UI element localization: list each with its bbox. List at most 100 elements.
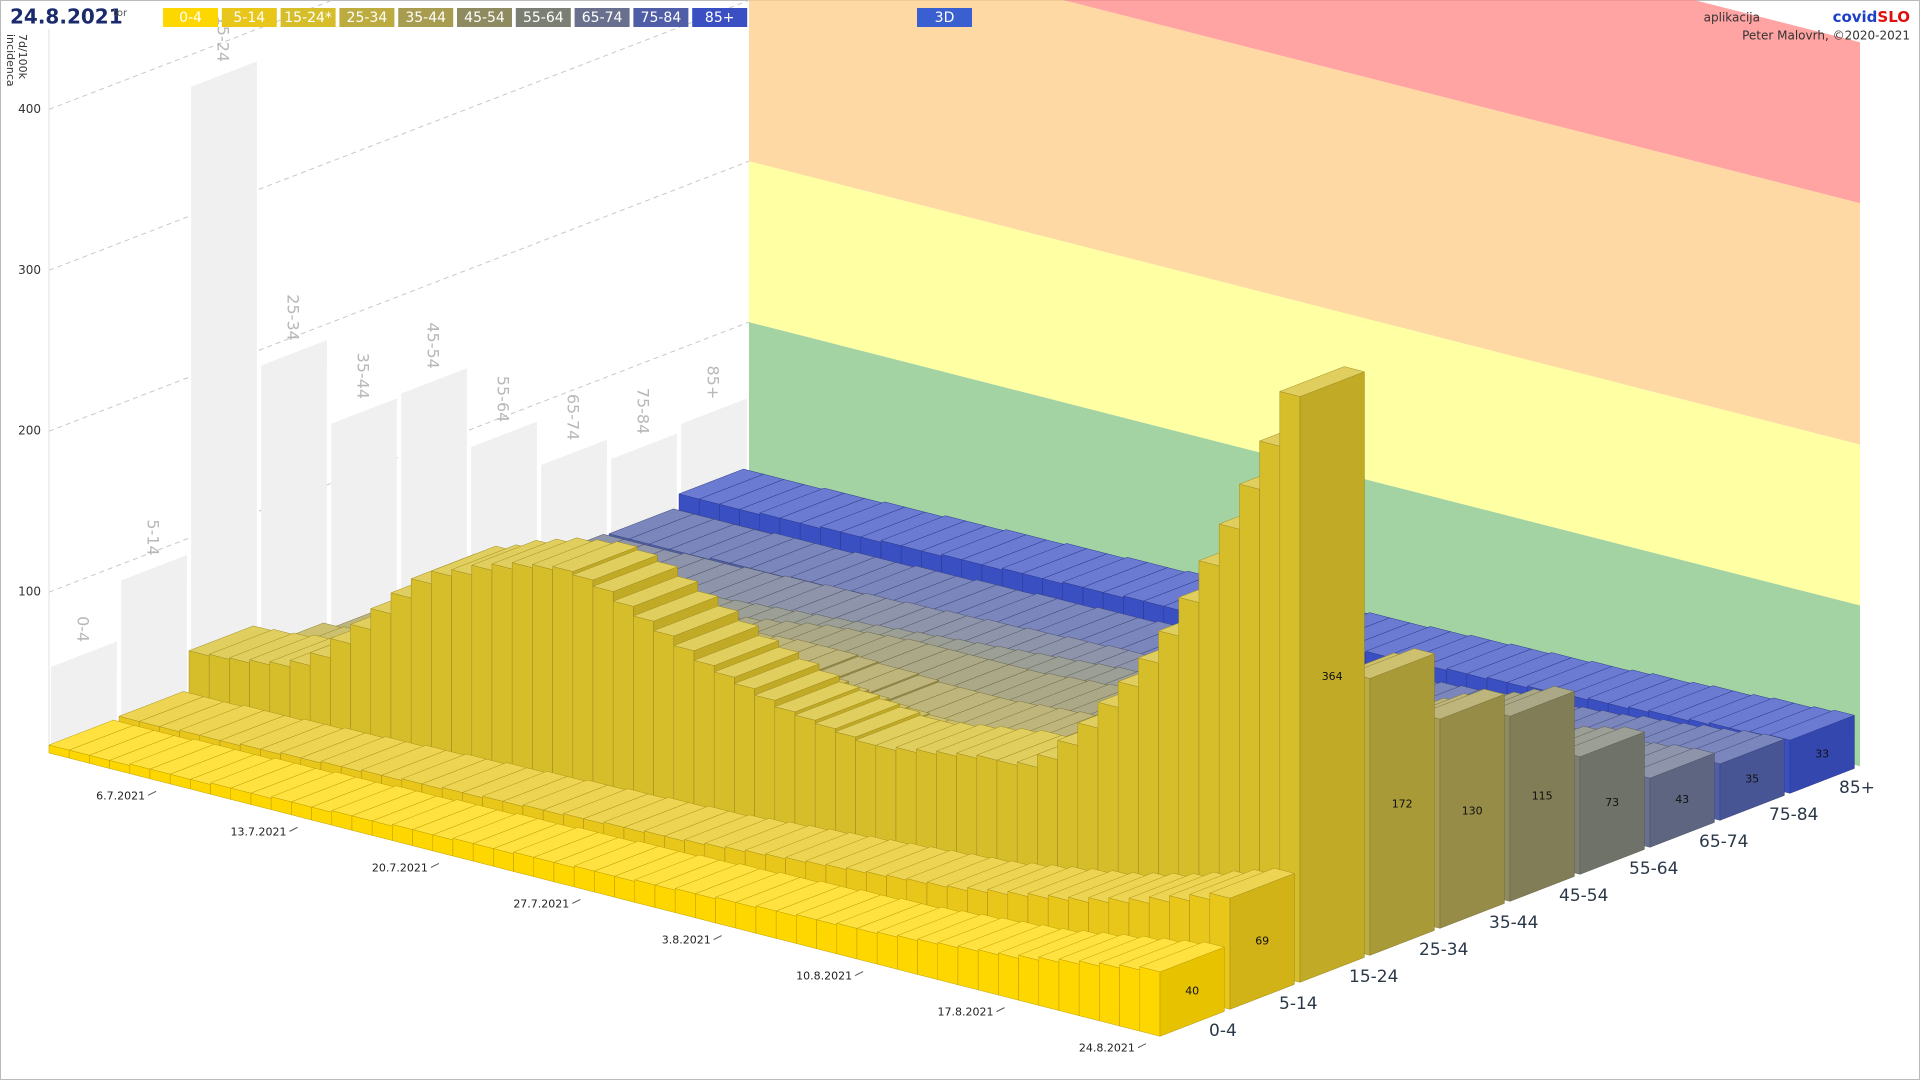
legend-label: 5-14 — [233, 10, 265, 26]
y-tick-label: 200 — [18, 424, 41, 438]
bar-face — [1099, 962, 1120, 1027]
bar-face — [431, 570, 452, 767]
x-tick — [572, 899, 581, 904]
legend-label: 55-64 — [523, 10, 564, 26]
bar-face — [836, 922, 858, 960]
bar-face — [1139, 966, 1161, 1037]
value-label: 33 — [1815, 747, 1829, 760]
bar-face — [937, 942, 959, 986]
value-label: 35 — [1745, 773, 1759, 786]
max-panel-label: 35-44 — [354, 353, 373, 400]
bar-face — [735, 902, 757, 934]
x-tick-label: 20.7.2021 — [372, 861, 428, 874]
bar-face — [1119, 964, 1141, 1032]
x-tick — [430, 862, 440, 868]
bar-top — [1278, 366, 1366, 397]
bar-top — [652, 605, 740, 637]
bar-face — [410, 578, 432, 762]
brand: covidSLO — [1833, 8, 1910, 26]
max-panel-label: 15-24 — [214, 16, 233, 63]
bar-face — [1058, 958, 1080, 1017]
bar-top — [753, 670, 841, 701]
grid-line — [48, 160, 750, 432]
max-panel — [331, 398, 397, 645]
bar — [1768, 709, 1856, 794]
bar-face — [755, 905, 777, 939]
bar-face — [856, 928, 878, 965]
y-axis-label-line: incidenca — [4, 34, 17, 87]
bar-top — [693, 635, 780, 666]
x-tick-label: 3.8.2021 — [662, 934, 711, 947]
value-label: 115 — [1532, 789, 1553, 802]
bar-face — [572, 574, 594, 803]
max-panel-label: 0-4 — [74, 616, 93, 642]
max-panel — [611, 433, 677, 537]
bar-face — [775, 910, 797, 944]
bar — [1348, 648, 1436, 956]
legend-swatch — [515, 8, 571, 27]
bar-top — [773, 681, 861, 713]
bars — [48, 366, 1856, 1037]
zone-band — [749, 0, 1860, 445]
credit-prefix: aplikacija — [1704, 11, 1760, 25]
value-label: 69 — [1255, 934, 1269, 947]
value-label: 43 — [1675, 793, 1689, 806]
row-label: 65-74 — [1699, 832, 1748, 852]
legend-swatch — [692, 8, 748, 27]
row-label: 0-4 — [1209, 1021, 1237, 1041]
x-tick-label: 10.8.2021 — [796, 970, 852, 983]
bar-face — [998, 952, 1019, 1001]
x-tick — [713, 935, 722, 940]
legend-label: 25-34 — [347, 10, 388, 26]
bar-top — [794, 690, 881, 721]
legend-swatch — [163, 8, 218, 27]
legend-label: 65-74 — [582, 10, 623, 26]
bar-top — [733, 658, 820, 689]
max-panel — [121, 555, 187, 726]
x-tick-label: 24.8.2021 — [1079, 1042, 1135, 1055]
legend-swatch — [633, 8, 689, 27]
button-label[interactable]: 3D — [935, 10, 955, 26]
button-bg[interactable] — [917, 8, 972, 27]
max-panel-label: 55-64 — [494, 376, 513, 423]
x-tick — [996, 1007, 1005, 1013]
bar-top — [592, 561, 679, 592]
mode-button[interactable]: 3D — [917, 8, 972, 27]
bar-face — [897, 935, 918, 975]
legend-swatch — [574, 8, 630, 27]
y-axis-label: 7d/100kincidenca — [4, 34, 29, 87]
bar-face — [876, 931, 898, 970]
legend-swatch — [221, 8, 277, 27]
bar-face — [370, 608, 392, 751]
x-tick-label: 13.7.2021 — [231, 825, 287, 838]
author: Peter Malovrh, ©2020-2021 — [1742, 29, 1910, 43]
max-panel — [541, 439, 607, 564]
bar-face — [917, 938, 939, 980]
value-label: 364 — [1322, 670, 1343, 683]
chart-title: 24.8.2021 — [10, 5, 123, 29]
bar — [1138, 941, 1226, 1037]
row-label: 85+ — [1839, 778, 1875, 798]
bar-top — [814, 698, 901, 729]
row-label: 35-44 — [1489, 913, 1538, 933]
x-tick — [147, 790, 157, 796]
x-tick — [1137, 1043, 1147, 1049]
bar-face — [451, 569, 473, 772]
bar — [1208, 867, 1296, 1010]
bar-top — [834, 706, 921, 738]
x-tick-label: 6.7.2021 — [96, 789, 145, 802]
zone-band — [1063, 0, 1860, 204]
row-label: 75-84 — [1769, 805, 1818, 825]
max-panel-label: 85+ — [704, 365, 723, 399]
row-label: 15-24 — [1349, 967, 1398, 987]
bar-face — [957, 945, 979, 991]
bar-top — [1138, 941, 1226, 973]
legend-label: 0-4 — [179, 10, 202, 26]
legend-swatch — [457, 8, 512, 27]
max-panel — [51, 641, 117, 753]
bar-face — [977, 949, 999, 996]
grid-line — [48, 321, 750, 593]
bar-face — [1038, 956, 1060, 1011]
max-panel — [261, 340, 327, 672]
